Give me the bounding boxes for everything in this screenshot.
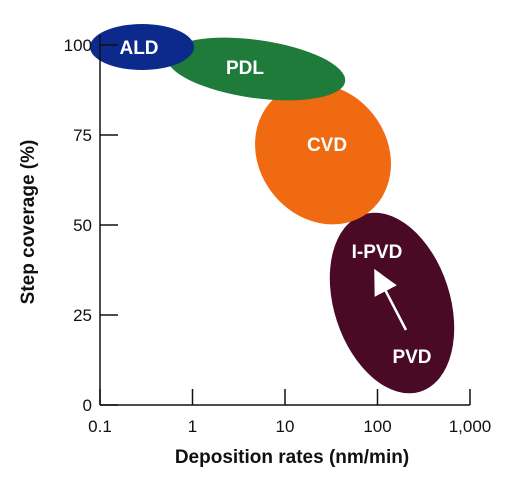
y-tick-label: 100 <box>64 36 92 55</box>
pdl-label: PDL <box>226 58 264 79</box>
x-tick-label: 10 <box>276 417 295 436</box>
y-tick-label: 0 <box>83 396 92 415</box>
y-tick-label: 75 <box>73 126 92 145</box>
ipvd-label: I-PVD <box>352 242 403 263</box>
y-axis-title: Step coverage (%) <box>18 140 39 305</box>
x-tick-label: 1 <box>188 417 197 436</box>
x-tick-label: 100 <box>363 417 391 436</box>
x-tick-label: 0.1 <box>88 417 112 436</box>
ald-region <box>90 24 194 70</box>
ald-label: ALD <box>119 38 158 59</box>
y-tick-label: 50 <box>73 216 92 235</box>
y-tick-label: 25 <box>73 306 92 325</box>
pdl-region <box>166 37 346 101</box>
pvd-label: PVD <box>392 347 431 368</box>
x-axis-title: Deposition rates (nm/min) <box>175 447 409 468</box>
cvd-region <box>255 83 391 225</box>
pvd-to-ipvd-arrow <box>374 268 408 331</box>
cvd-label: CVD <box>307 135 347 156</box>
x-tick-label: 1,000 <box>449 417 492 436</box>
